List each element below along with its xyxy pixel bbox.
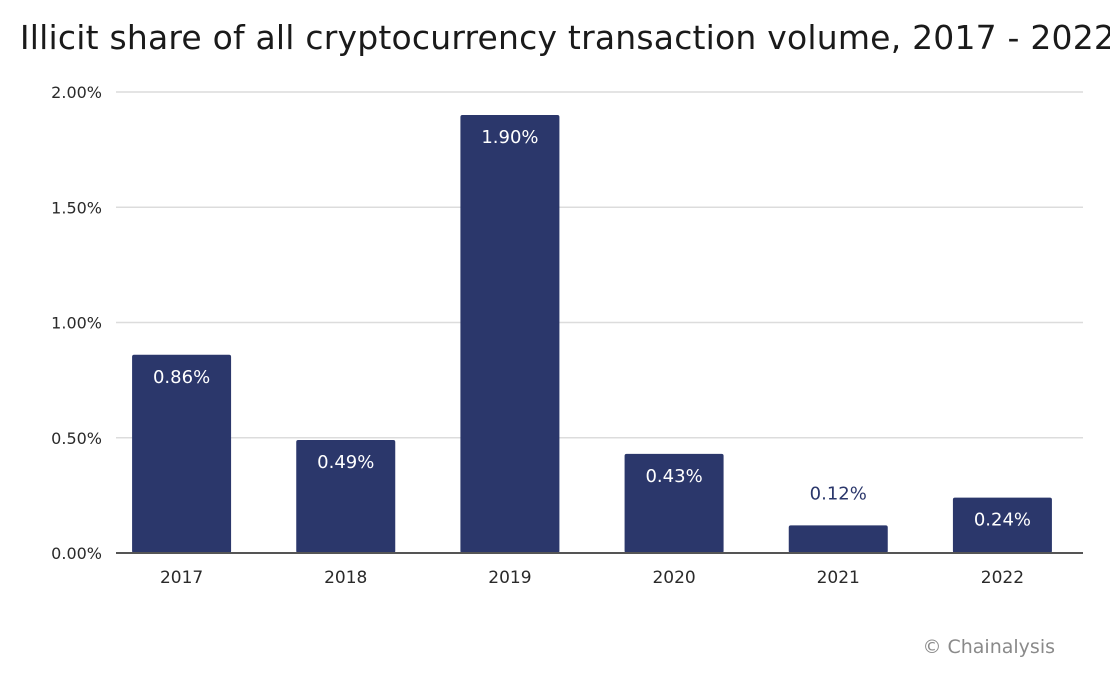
data-label: 0.12% <box>810 483 867 504</box>
x-tick-label: 2020 <box>652 568 695 588</box>
y-tick-label: 1.00% <box>51 314 102 333</box>
bar <box>952 497 1052 553</box>
bar <box>624 453 724 553</box>
bar <box>296 440 396 553</box>
chainalysis-credit: © Chainalysis <box>922 636 1055 658</box>
x-tick-label: 2019 <box>488 568 531 588</box>
y-tick-label: 0.50% <box>51 429 102 448</box>
bar <box>132 354 232 553</box>
y-tick-label: 0.00% <box>51 544 102 563</box>
y-tick-label: 1.50% <box>51 198 102 217</box>
data-label: 0.86% <box>153 367 210 388</box>
data-label: 0.24% <box>974 510 1031 531</box>
bar <box>788 525 888 553</box>
x-tick-label: 2021 <box>817 568 860 588</box>
y-tick-label: 2.00% <box>51 83 102 102</box>
x-tick-label: 2022 <box>981 568 1024 588</box>
data-label: 0.49% <box>317 452 374 473</box>
bar <box>460 115 560 554</box>
data-label: 0.43% <box>645 466 702 487</box>
x-tick-label: 2017 <box>160 568 203 588</box>
data-label: 1.90% <box>481 127 538 148</box>
chart-title: Illicit share of all cryptocurrency tran… <box>19 18 1110 57</box>
x-tick-label: 2018 <box>324 568 367 588</box>
